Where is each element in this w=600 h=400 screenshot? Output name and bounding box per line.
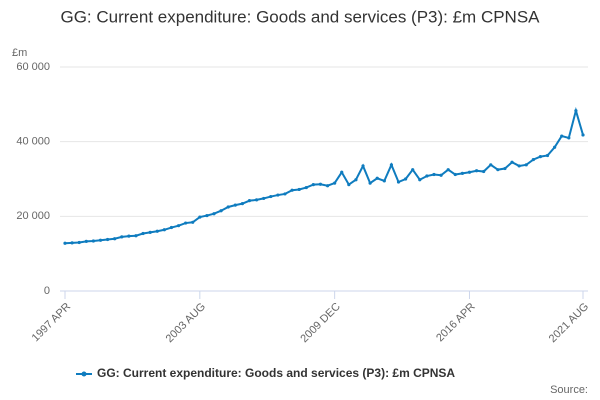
y-tick-label: 0: [44, 285, 50, 297]
data-point: [404, 177, 408, 181]
data-point: [184, 221, 188, 225]
data-point: [375, 176, 379, 180]
data-point: [553, 145, 557, 149]
data-point: [176, 224, 181, 228]
data-point: [524, 163, 528, 167]
data-point: [91, 239, 95, 243]
data-point: [333, 181, 337, 185]
data-point: [212, 212, 216, 216]
data-point: [113, 237, 117, 241]
data-point: [77, 240, 81, 245]
data-point: [489, 163, 493, 167]
data-point: [304, 185, 308, 190]
data-point: [247, 199, 252, 203]
y-tick-label: 40 000: [16, 136, 50, 148]
data-point: [510, 160, 514, 164]
data-point: [482, 169, 486, 174]
data-point: [191, 220, 195, 224]
legend-marker: [81, 371, 87, 377]
data-point: [127, 234, 131, 238]
data-point: [474, 169, 479, 173]
data-point: [382, 179, 386, 183]
data-point: [581, 133, 585, 137]
data-point: [254, 198, 259, 202]
data-point: [574, 109, 578, 113]
y-tick-label: 60 000: [16, 61, 50, 73]
data-point: [240, 202, 244, 206]
data-point: [517, 164, 521, 168]
data-point: [368, 181, 372, 185]
data-point: [198, 215, 202, 219]
data-point: [226, 205, 230, 209]
data-point: [396, 180, 401, 184]
data-point: [84, 239, 88, 243]
data-point: [389, 163, 394, 167]
data-point: [340, 170, 344, 174]
data-point: [283, 192, 287, 196]
data-point: [354, 178, 358, 182]
data-point: [148, 230, 152, 234]
data-point: [205, 213, 209, 218]
data-point: [169, 225, 174, 230]
data-point: [531, 157, 535, 162]
data-point: [439, 173, 443, 177]
legend-label: GG: Current expenditure: Goods and servi…: [97, 366, 455, 380]
data-point: [560, 134, 564, 138]
data-line: [64, 106, 584, 245]
x-tick-label: 2016 APR: [434, 301, 478, 345]
x-tick-label: 2021 AUG: [547, 301, 591, 345]
data-point: [98, 238, 103, 242]
data-point: [467, 170, 472, 174]
data-point: [425, 174, 429, 178]
data-point: [105, 237, 110, 242]
x-tick-label: 1997 APR: [30, 301, 74, 345]
data-point: [361, 164, 365, 168]
data-point: [155, 229, 159, 233]
data-point: [70, 241, 74, 245]
data-point: [318, 182, 323, 186]
data-point: [418, 178, 422, 182]
data-point: [269, 194, 273, 199]
x-tick-label: 2009 DEC: [298, 301, 342, 345]
data-point: [496, 168, 500, 172]
data-point: [63, 241, 67, 245]
data-point: [325, 184, 330, 188]
data-point: [262, 196, 266, 201]
data-point: [276, 193, 280, 197]
data-point: [538, 155, 543, 159]
data-point: [453, 172, 457, 177]
data-point: [567, 136, 571, 140]
data-point: [297, 187, 301, 192]
data-point: [446, 168, 450, 172]
data-point: [134, 234, 138, 238]
data-point: [141, 231, 145, 236]
y-unit: £m: [12, 47, 27, 59]
data-point: [411, 168, 415, 172]
data-point: [219, 209, 223, 213]
y-tick-label: 20 000: [16, 210, 50, 222]
chart-title: GG: Current expenditure: Goods and servi…: [60, 7, 540, 26]
data-point: [162, 228, 166, 232]
data-point: [233, 203, 237, 207]
x-tick-label: 2003 AUG: [164, 301, 208, 345]
data-point: [545, 153, 550, 158]
data-point: [460, 171, 464, 175]
source: Source:: [550, 384, 588, 396]
data-point: [290, 188, 294, 192]
data-point: [432, 172, 436, 177]
data-point: [311, 183, 315, 187]
data-point: [347, 183, 351, 187]
data-point: [120, 235, 124, 239]
data-point: [503, 166, 507, 171]
